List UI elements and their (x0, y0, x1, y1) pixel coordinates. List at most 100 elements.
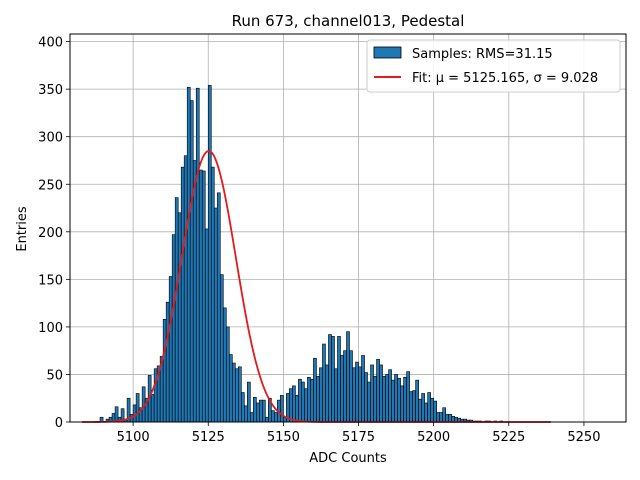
histogram-bar (310, 378, 314, 423)
histogram-bar (265, 416, 269, 423)
histogram-bar (253, 396, 257, 423)
histogram-bar (406, 371, 410, 423)
histogram-bar (370, 364, 374, 423)
legend-histogram-label: Samples: RMS=31.15 (412, 47, 553, 62)
histogram-bar (364, 372, 368, 423)
histogram-bar (373, 376, 377, 423)
histogram-bar (403, 377, 407, 423)
histogram-bar (165, 301, 170, 423)
y-tick-label: 400 (38, 36, 63, 51)
x-tick-label: 5125 (192, 430, 225, 445)
histogram-bar (427, 392, 431, 423)
histogram-bar (334, 368, 338, 423)
histogram-bar (256, 402, 260, 423)
histogram-bar (280, 395, 284, 423)
y-tick-label: 250 (38, 178, 63, 193)
histogram-bar (376, 358, 380, 423)
histogram-bar (150, 394, 155, 423)
histogram-bar (298, 378, 302, 423)
histogram-bar (135, 393, 140, 423)
histogram-bar (225, 326, 230, 423)
histogram-bar (442, 407, 446, 423)
histogram-bar (361, 355, 365, 423)
histogram-bar (271, 410, 275, 423)
histogram-bar (207, 85, 212, 423)
histogram-bar (171, 234, 176, 423)
histogram-bar (195, 87, 200, 423)
y-tick-label: 300 (38, 131, 63, 146)
histogram-bar (244, 405, 248, 423)
x-tick-label: 5100 (117, 430, 150, 445)
y-tick-label: 350 (38, 83, 63, 98)
y-tick-label: 50 (46, 368, 63, 383)
histogram-bar (292, 385, 296, 423)
x-tick-label: 5200 (417, 430, 450, 445)
x-axis-title: ADC Counts (309, 451, 387, 466)
histogram-bar (388, 369, 392, 423)
histogram-bar (219, 274, 224, 423)
y-tick-label: 150 (38, 273, 63, 288)
histogram-bar (445, 414, 449, 423)
y-tick-label: 0 (55, 416, 63, 431)
histogram-bar (247, 381, 251, 423)
legend-box (366, 39, 621, 93)
x-tick-label: 5150 (267, 430, 300, 445)
histogram-bar (424, 402, 428, 423)
histogram-bar (340, 355, 344, 423)
histogram-bar (183, 155, 188, 423)
histogram-bar (168, 276, 173, 423)
legend: Samples: RMS=31.15 Fit: μ = 5125.165, σ … (366, 39, 621, 93)
histogram-bar (198, 169, 203, 423)
histogram-bar (346, 331, 350, 423)
histogram-bar (400, 385, 404, 423)
histogram-bar (234, 368, 239, 423)
histogram-bar (250, 412, 254, 423)
histogram-bar (412, 390, 416, 423)
histogram-bar (189, 100, 194, 423)
histogram-bar (394, 374, 398, 423)
histogram-bar (343, 350, 347, 423)
histogram-bar (355, 361, 359, 423)
legend-fit-label: Fit: μ = 5125.165, σ = 9.028 (412, 71, 598, 86)
histogram-bar (186, 86, 191, 423)
histogram-bar (301, 381, 305, 423)
histogram-bar (385, 374, 389, 423)
x-tick-label: 5175 (342, 430, 375, 445)
y-axis-ticks: 0 50 100 150 200 250 300 350 400 (38, 36, 70, 431)
histogram-bar (409, 391, 413, 423)
histogram-bar (331, 336, 335, 423)
histogram-bar (180, 166, 185, 423)
histogram-bar (201, 170, 206, 423)
histogram-bar (238, 366, 242, 423)
histogram-bar (162, 318, 167, 423)
plot-frame (69, 33, 627, 423)
histogram-bar (421, 393, 425, 423)
histogram-bar (132, 404, 137, 423)
histogram-bar (358, 366, 362, 423)
histogram-bar (367, 381, 371, 423)
histogram-bar (349, 350, 353, 423)
histogram-bar (328, 334, 332, 423)
histogram-bar (213, 207, 218, 423)
histogram-bar (307, 377, 311, 423)
histogram-bar (204, 228, 209, 423)
histogram-bar (337, 336, 341, 423)
histogram-bar (289, 388, 293, 423)
x-axis-ticks: 5100 5125 5150 5175 5200 5225 5250 (117, 422, 600, 445)
histogram-bar (319, 367, 323, 423)
x-tick-label: 5250 (567, 430, 600, 445)
y-axis-title: Entries (15, 206, 30, 252)
histogram-bar (397, 377, 401, 423)
histogram-bar (222, 307, 227, 423)
histogram-bar (418, 398, 422, 423)
histogram-bar (228, 354, 233, 423)
histogram-bar (241, 392, 245, 423)
y-tick-label: 200 (38, 226, 63, 241)
histogram-bar (174, 197, 179, 423)
histogram-bar (274, 412, 278, 423)
y-tick-label: 100 (38, 321, 63, 336)
histogram-bar (433, 400, 437, 423)
histogram-bar (313, 357, 317, 423)
